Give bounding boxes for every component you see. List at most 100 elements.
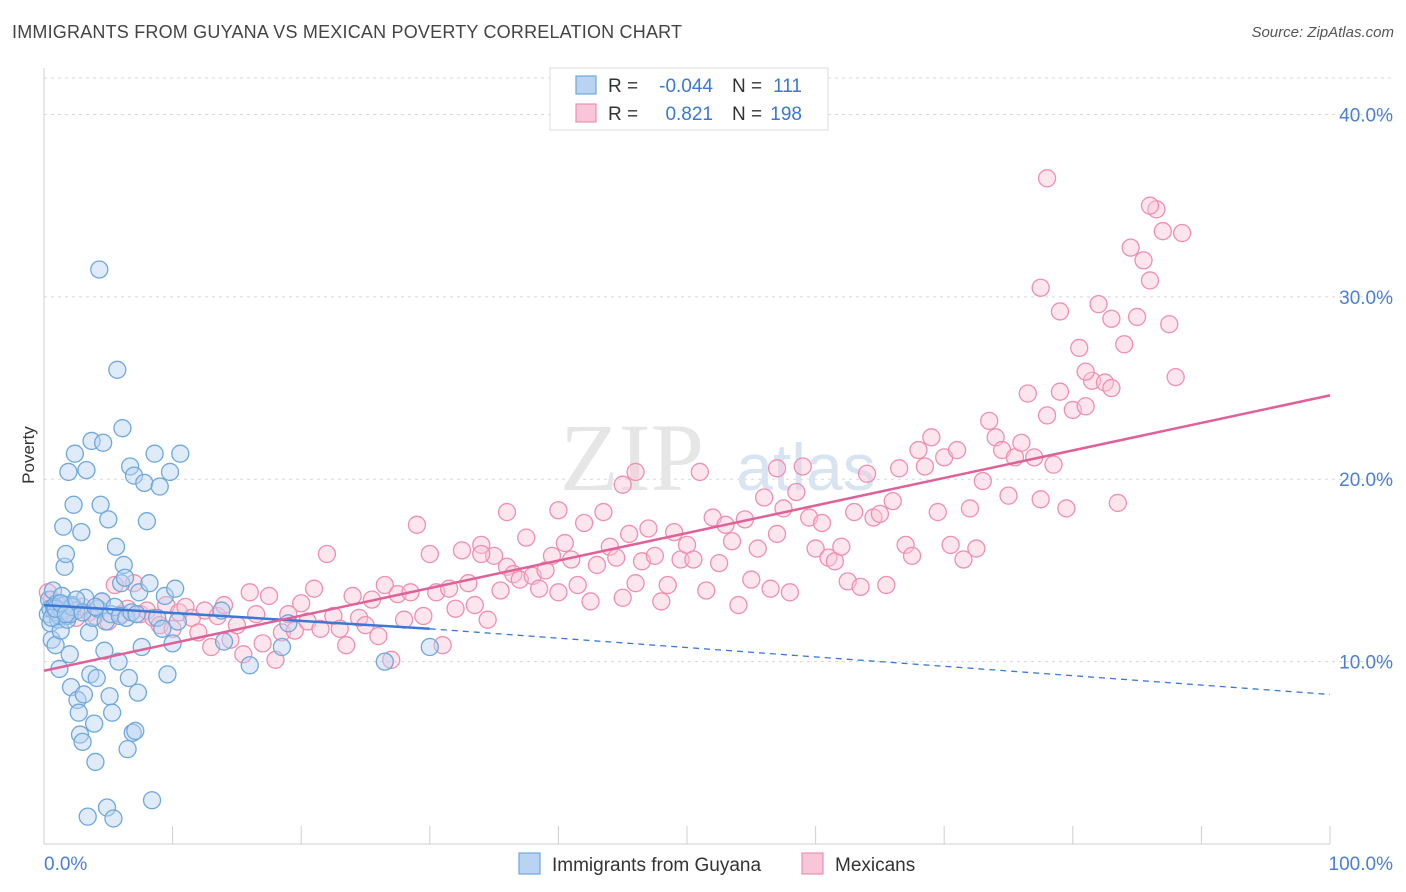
point-mexicans-134	[896, 535, 915, 555]
point-mexicans-118	[793, 457, 812, 476]
point-guyana-32	[79, 623, 99, 642]
point-mexicans-174	[1153, 222, 1172, 241]
point-mexicans-152	[1012, 433, 1031, 452]
source-label: Source: ZipAtlas.com	[1251, 24, 1394, 41]
bottom-legend-label-guyana: Immigrants from Guyana	[552, 855, 761, 876]
point-guyana-73	[135, 473, 154, 493]
point-guyana-25	[70, 725, 90, 744]
point-guyana-104	[42, 608, 61, 627]
point-guyana-52	[105, 597, 124, 617]
legend-n-value-mexicans: 198	[770, 104, 802, 125]
point-mexicans-11	[105, 575, 124, 595]
point-mexicans-33	[247, 605, 266, 624]
legend-r-value-mexicans: 0.821	[665, 104, 713, 125]
point-guyana-55	[109, 652, 128, 671]
point-mexicans-147	[980, 411, 999, 431]
point-mexicans-189	[626, 462, 645, 482]
point-guyana-41	[91, 495, 110, 514]
series-mexicans-points	[38, 169, 1192, 669]
point-guyana-16	[59, 462, 78, 482]
point-mexicans-53	[375, 575, 394, 595]
point-mexicans-179	[1037, 169, 1057, 188]
point-guyana-78	[148, 608, 167, 627]
legend-n-label-mexicans: N =	[732, 104, 762, 125]
point-mexicans-162	[1076, 397, 1095, 416]
point-mexicans-124	[832, 537, 851, 556]
point-mexicans-167	[1108, 493, 1127, 513]
point-mexicans-182	[1140, 196, 1160, 215]
point-guyana-72	[132, 637, 151, 657]
point-mexicans-135	[902, 546, 922, 565]
point-mexicans-131	[877, 575, 896, 595]
trend-line-guyana-extension	[429, 628, 1331, 696]
point-mexicans-42	[304, 579, 324, 598]
point-mexicans-150	[999, 486, 1018, 505]
watermark-zip: ZIP	[560, 404, 704, 511]
point-mexicans-166	[1102, 309, 1121, 328]
y-tick-label-0: 10.0%	[1339, 653, 1393, 674]
point-mexicans-112	[755, 488, 774, 507]
point-guyana-21	[65, 444, 85, 463]
point-mexicans-137	[915, 457, 935, 476]
point-mexicans-69	[478, 610, 497, 629]
point-mexicans-65	[452, 541, 472, 560]
point-mexicans-54	[382, 650, 401, 669]
point-guyana-20	[64, 495, 83, 514]
point-mexicans-155	[1031, 490, 1050, 509]
point-mexicans-184	[767, 459, 787, 478]
y-tick-label-3: 40.0%	[1339, 105, 1393, 126]
point-mexicans-59	[414, 606, 433, 626]
point-mexicans-102	[690, 462, 710, 482]
point-mexicans-75	[517, 528, 536, 547]
legend-swatch-guyana	[575, 75, 597, 95]
point-mexicans-92	[626, 574, 645, 593]
point-mexicans-111	[748, 539, 767, 558]
point-mexicans-188	[472, 544, 491, 564]
point-guyana-107	[56, 605, 76, 624]
point-guyana-89	[214, 632, 234, 651]
point-mexicans-120	[806, 539, 825, 558]
point-mexicans-32	[240, 583, 259, 602]
grid-lines	[44, 77, 1394, 663]
point-mexicans-22	[176, 597, 195, 617]
point-guyana-85	[166, 579, 185, 598]
x-tick-label-max: 100.0%	[1329, 854, 1394, 875]
point-mexicans-170	[1127, 307, 1147, 327]
point-guyana-24	[69, 703, 88, 722]
point-mexicans-133	[890, 459, 909, 478]
point-mexicans-31	[234, 645, 253, 664]
watermark: ZIP atlas	[560, 404, 876, 511]
legend-r-label-guyana: R =	[608, 76, 638, 97]
point-mexicans-85	[581, 592, 600, 611]
legend-swatch-mexicans	[575, 103, 597, 123]
point-guyana-38	[87, 668, 106, 688]
point-guyana-87	[171, 444, 190, 463]
point-mexicans-97	[658, 575, 677, 595]
point-mexicans-144	[960, 499, 980, 518]
point-guyana-62	[118, 740, 137, 759]
point-guyana-93	[375, 652, 394, 671]
watermark-atlas: atlas	[736, 430, 875, 504]
point-mexicans-178	[1031, 278, 1050, 297]
point-mexicans-175	[1160, 315, 1179, 334]
series-guyana-points	[38, 260, 439, 828]
point-mexicans-81	[555, 533, 574, 553]
point-mexicans-132	[883, 491, 902, 511]
point-mexicans-138	[922, 428, 941, 447]
point-mexicans-142	[947, 440, 967, 460]
point-mexicans-116	[780, 583, 800, 602]
point-mexicans-108	[729, 595, 748, 615]
legend-n-value-guyana: 111	[773, 76, 802, 97]
point-mexicans-156	[1037, 406, 1057, 425]
point-mexicans-66	[459, 574, 478, 593]
point-mexicans-101	[684, 550, 703, 569]
axes	[43, 68, 1331, 845]
point-guyana-63	[119, 668, 139, 688]
point-guyana-74	[137, 512, 157, 531]
point-guyana-94	[420, 637, 439, 657]
point-mexicans-126	[845, 502, 864, 522]
point-mexicans-86	[587, 555, 607, 575]
point-mexicans-180	[1102, 378, 1121, 398]
point-mexicans-40	[292, 594, 311, 613]
point-mexicans-168	[1115, 335, 1134, 354]
